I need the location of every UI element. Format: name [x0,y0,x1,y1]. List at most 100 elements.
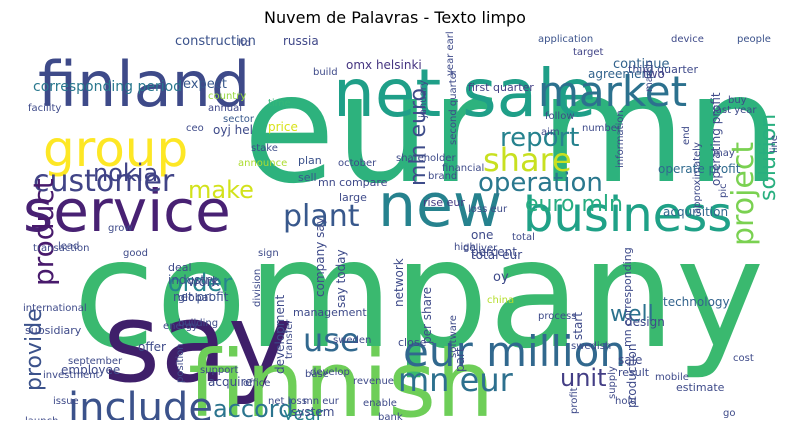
word-43: third quarter [628,63,698,76]
word-75: design [625,315,665,329]
word-114: transaction [33,243,90,254]
word-42: first quarter [468,81,534,94]
word-119: facility [28,103,61,114]
word-cloud: eur mn company say finnish finland net sale se… [13,31,783,420]
word-106: bank [378,412,403,420]
word-144: production [625,344,639,408]
word-76: total eur [471,248,522,262]
word-157: march [644,60,655,92]
word-117: lead [58,241,79,252]
word-45: two [643,67,665,81]
word-4: finland [38,48,250,121]
word-146: line [769,135,780,153]
word-7: new [378,171,502,241]
word-48: annual [208,103,242,114]
word-31: mln euro [406,88,431,186]
word-51: time [268,98,291,109]
word-46: expect [183,77,227,92]
word-156: supply [607,366,618,399]
word-142: part [453,347,467,372]
word-21: nokia [93,159,158,187]
word-138: say today [334,249,348,308]
word-57: sell [298,171,317,184]
chart-title: Nuvem de Palavras - Texto limpo [264,8,526,27]
word-38: device [671,34,704,45]
word-96: hold [615,396,637,407]
word-100: office [243,378,270,389]
word-158: end [681,126,692,145]
word-153: transfer [284,319,295,359]
word-140: per share [420,287,434,344]
word-53: stake [251,143,278,154]
word-59: rise eur [423,196,465,209]
word-15: use [303,321,360,359]
word-72: subsidiary [25,324,82,337]
word-34: construction [175,34,256,49]
word-62: last year [713,105,757,116]
word-132: large [339,191,367,204]
word-6: service [23,177,231,245]
word-60: operate profit [658,162,741,176]
word-143: mn corresponding [621,247,634,347]
word-86: employee [61,363,120,377]
word-36: omx helsinki [346,58,422,72]
word-12: include [68,385,213,420]
word-24: accord [213,395,293,420]
word-2: say [103,279,293,407]
word-14: plant [283,199,360,234]
word-16: mn eur [398,361,514,399]
word-73: management [293,306,367,319]
word-33: corresponding period [33,79,182,95]
word-56: october [338,158,377,169]
word-27: year [283,404,324,420]
word-20: euro mln [525,192,623,217]
word-90: base [305,369,329,380]
word-88: energy [163,321,198,332]
word-137: company say [313,217,327,297]
word-104: system [291,405,334,419]
word-110: launch [25,416,58,420]
word-11: eur million [403,327,626,376]
word-0: eur mn [243,43,781,217]
word-101: issue [53,396,79,407]
word-66: industry [168,273,217,287]
word-124: ltd [238,38,251,49]
word-79: total [512,232,535,243]
word-37: application [538,34,593,45]
word-118: ceo [186,123,204,134]
word-128: financial [442,163,484,174]
word-49: sector [223,114,255,125]
word-30: provide [22,308,47,391]
word-81: percent [471,245,517,259]
word-5: net sale [333,55,596,132]
word-3: finnish [188,331,494,420]
word-120: investment [43,370,100,381]
word-25: unit [560,364,607,392]
word-80: deliver [463,243,498,254]
word-136: division [252,269,263,307]
word-150: information [615,110,626,168]
word-133: shareholder [396,153,456,164]
word-39: people [737,34,771,45]
word-154: january [418,80,429,119]
word-32: solution [756,114,781,201]
word-125: loss eur [468,204,508,215]
word-121: september [68,356,123,367]
word-65: deal [168,261,192,274]
word-23: order [168,269,232,297]
word-68: work [188,275,220,290]
word-28: project [726,142,761,246]
word-149: operating profit [709,92,723,186]
word-40: continue [613,57,670,72]
word-67: net profit [173,290,229,304]
word-71: sign [258,248,279,259]
word-122: international [23,303,87,314]
word-50: oyj hel [213,123,253,137]
word-115: grow [108,223,133,234]
word-126: high [454,242,476,253]
word-64: acquisition [663,205,728,219]
word-98: support [200,365,238,376]
word-148: approximately [692,142,703,214]
word-83: swedish [571,341,611,352]
word-84: close [398,336,427,349]
